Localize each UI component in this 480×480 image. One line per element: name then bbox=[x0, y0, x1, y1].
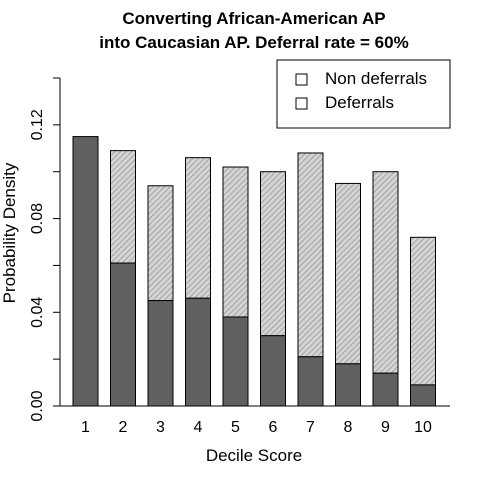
title-line-1: Converting African-American AP bbox=[122, 9, 385, 28]
bar-non-deferrals-10 bbox=[410, 384, 436, 407]
x-tick-label-9: 9 bbox=[381, 419, 390, 436]
chart-title: Converting African-American AP into Cauca… bbox=[99, 9, 408, 52]
y-axis-label: Probability Density bbox=[0, 162, 19, 303]
bar-deferrals-7 bbox=[297, 152, 324, 358]
bar-deferrals-6 bbox=[260, 171, 286, 337]
x-tick-label-2: 2 bbox=[119, 419, 128, 436]
legend-label-1: Non deferrals bbox=[325, 69, 427, 88]
bar-deferrals-8 bbox=[335, 182, 361, 365]
legend: Non deferrals Deferrals bbox=[276, 59, 451, 129]
bar-non-deferrals-6 bbox=[260, 335, 286, 407]
legend-swatch-2 bbox=[295, 97, 308, 110]
x-tick-label-7: 7 bbox=[306, 419, 315, 436]
y-tick-label-1: 0.04 bbox=[29, 297, 46, 328]
x-tick-label-10: 10 bbox=[414, 419, 432, 436]
title-line-2: into Caucasian AP. Deferral rate = 60% bbox=[99, 33, 408, 52]
bars-group bbox=[72, 136, 436, 407]
x-axis: 1 2 3 4 5 6 7 8 9 10 bbox=[60, 405, 450, 436]
bar-non-deferrals-1 bbox=[72, 136, 99, 407]
bar-deferrals-5 bbox=[222, 166, 249, 318]
x-axis-label: Decile Score bbox=[206, 446, 302, 465]
x-tick-label-4: 4 bbox=[194, 419, 203, 436]
bar-non-deferrals-7 bbox=[297, 356, 324, 407]
bar-non-deferrals-5 bbox=[222, 316, 249, 407]
bar-non-deferrals-2 bbox=[110, 262, 136, 407]
bar-non-deferrals-9 bbox=[372, 372, 399, 407]
bar-deferrals-4 bbox=[185, 157, 211, 299]
x-tick-label-1: 1 bbox=[81, 419, 90, 436]
bar-non-deferrals-3 bbox=[147, 300, 174, 407]
bar-non-deferrals-4 bbox=[185, 297, 211, 407]
bar-non-deferrals-8 bbox=[335, 363, 361, 407]
bar-deferrals-10 bbox=[410, 236, 436, 386]
legend-label-2: Deferrals bbox=[325, 93, 394, 112]
x-tick-label-3: 3 bbox=[156, 419, 165, 436]
x-tick-label-6: 6 bbox=[269, 419, 278, 436]
y-tick-label-3: 0.12 bbox=[29, 109, 46, 140]
legend-swatch-1 bbox=[295, 73, 308, 86]
y-tick-label-2: 0.08 bbox=[29, 203, 46, 234]
legend-box bbox=[276, 59, 451, 129]
x-tick-label-5: 5 bbox=[231, 419, 240, 436]
bar-deferrals-3 bbox=[147, 185, 174, 302]
y-axis: 0.00 0.04 0.08 0.12 bbox=[29, 77, 61, 422]
bar-deferrals-2 bbox=[110, 150, 136, 264]
x-tick-label-8: 8 bbox=[344, 419, 353, 436]
bar-deferrals-9 bbox=[372, 171, 399, 374]
y-tick-label-0: 0.00 bbox=[29, 390, 46, 421]
